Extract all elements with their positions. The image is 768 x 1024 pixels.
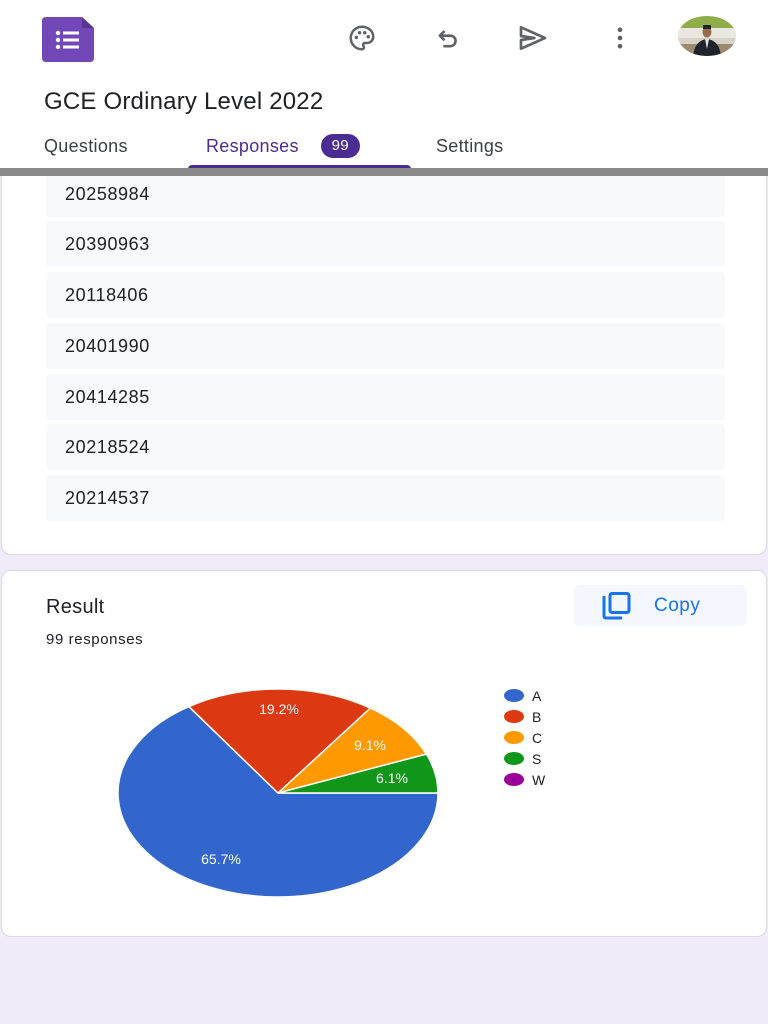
question-title: Result bbox=[46, 596, 105, 618]
copy-icon bbox=[602, 591, 631, 619]
copy-chart-button[interactable]: Copy bbox=[574, 585, 747, 626]
tab-settings[interactable]: Settings bbox=[436, 128, 503, 170]
legend-item-s: S bbox=[504, 748, 545, 769]
legend-label: W bbox=[532, 771, 546, 788]
app-bar-divider bbox=[0, 168, 768, 176]
legend-dot-icon bbox=[504, 689, 524, 702]
pie-label-s: 6.1% bbox=[376, 770, 408, 786]
undo-icon[interactable] bbox=[430, 20, 466, 56]
legend-dot-icon bbox=[504, 752, 524, 765]
pie-label-a: 65.7% bbox=[201, 851, 241, 867]
pie-slice-c bbox=[277, 707, 428, 794]
tab-label: Settings bbox=[436, 136, 504, 156]
answer-item: 20401990 bbox=[46, 323, 725, 369]
legend-dot-icon bbox=[504, 731, 524, 744]
google-forms-icon[interactable] bbox=[42, 17, 94, 62]
answer-item: 20414285 bbox=[46, 374, 725, 420]
legend-item-c: C bbox=[504, 727, 545, 748]
copy-label: Copy bbox=[654, 594, 701, 616]
legend-dot-icon bbox=[504, 773, 524, 786]
tab-bar: Questions Responses 99 Settings bbox=[0, 128, 768, 170]
legend-item-w: W bbox=[504, 769, 545, 790]
pie-chart: 65.7% 19.2% 9.1% 6.1% bbox=[117, 688, 439, 898]
pie-label-b: 19.2% bbox=[259, 701, 299, 717]
responses-count-badge: 99 bbox=[320, 134, 360, 158]
answer-item: 20390963 bbox=[46, 221, 725, 267]
result-card: Result 99 responses Copy 65.7% 19.2% 9.1… bbox=[1, 570, 767, 937]
palette-icon[interactable] bbox=[344, 20, 380, 56]
legend-item-b: B bbox=[504, 706, 545, 727]
send-icon[interactable] bbox=[515, 20, 551, 56]
legend-label: S bbox=[532, 750, 542, 767]
tab-questions[interactable]: Questions bbox=[44, 128, 128, 170]
active-tab-indicator bbox=[188, 165, 411, 170]
form-title: GCE Ordinary Level 2022 bbox=[44, 88, 324, 115]
answer-item: 20258984 bbox=[46, 171, 725, 217]
legend-label: A bbox=[532, 687, 542, 704]
pie-slice-s bbox=[277, 753, 439, 794]
answers-list-card: 20258984 20390963 20118406 20401990 2041… bbox=[1, 150, 767, 555]
answer-item: 20214537 bbox=[46, 475, 725, 521]
more-vert-icon[interactable] bbox=[602, 20, 638, 56]
responses-count: 99 responses bbox=[46, 631, 144, 648]
user-avatar[interactable] bbox=[678, 16, 736, 56]
tab-label: Responses bbox=[206, 136, 299, 156]
legend-label: C bbox=[532, 729, 543, 746]
pie-label-c: 9.1% bbox=[354, 737, 386, 753]
legend-dot-icon bbox=[504, 710, 524, 723]
tab-responses[interactable]: Responses 99 bbox=[206, 128, 360, 170]
pie-slice-a bbox=[117, 705, 439, 898]
tab-label: Questions bbox=[44, 136, 128, 156]
chart-legend: A B C S W bbox=[504, 685, 545, 790]
answer-item: 20218524 bbox=[46, 424, 725, 470]
pie-slice-b bbox=[187, 688, 372, 795]
app-bar: GCE Ordinary Level 2022 Questions Respon… bbox=[0, 0, 768, 170]
legend-label: B bbox=[532, 708, 542, 725]
legend-item-a: A bbox=[504, 685, 545, 706]
answer-item: 20118406 bbox=[46, 272, 725, 318]
